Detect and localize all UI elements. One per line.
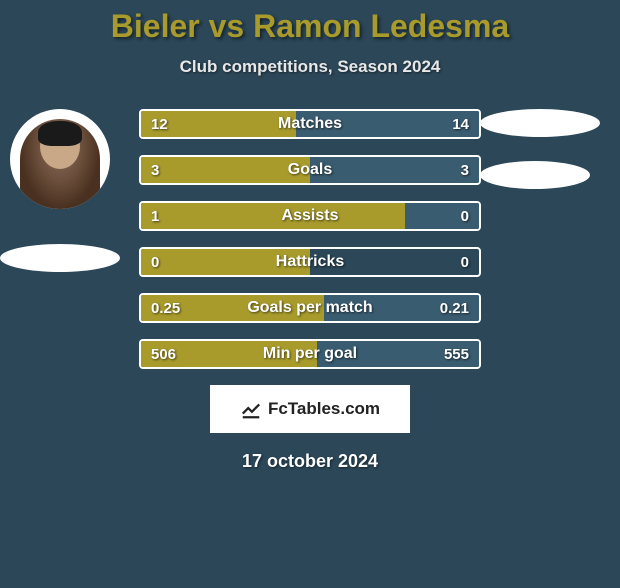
player-right xyxy=(480,109,600,189)
value-left: 506 xyxy=(151,346,176,363)
stat-row: 3 3 Goals xyxy=(139,155,481,185)
stat-row: 12 14 Matches xyxy=(139,109,481,139)
value-left: 1 xyxy=(151,208,159,225)
stat-row: 0.25 0.21 Goals per match xyxy=(139,293,481,323)
value-left: 0.25 xyxy=(151,300,180,317)
avatar-placeholder-icon xyxy=(20,119,100,209)
stat-label: Goals per match xyxy=(247,299,372,317)
value-left: 0 xyxy=(151,254,159,271)
stat-row: 1 0 Assists xyxy=(139,201,481,231)
stat-label: Matches xyxy=(278,115,342,133)
bar-right xyxy=(310,157,479,183)
footer-brand: FcTables.com xyxy=(268,399,380,419)
page-title: Bieler vs Ramon Ledesma xyxy=(10,8,610,45)
player-left xyxy=(10,109,120,257)
stat-label: Assists xyxy=(282,207,339,225)
bar-left xyxy=(141,203,405,229)
name-badge-right-1 xyxy=(480,109,600,137)
stat-row: 506 555 Min per goal xyxy=(139,339,481,369)
name-badge-left xyxy=(0,244,120,272)
stat-row: 0 0 Hattricks xyxy=(139,247,481,277)
value-left: 12 xyxy=(151,116,168,133)
stats-list: 12 14 Matches 3 3 Goals 1 0 Assists 0 0 Hattricks 0.… xyxy=(139,109,481,369)
chart-icon xyxy=(240,398,262,420)
stat-label: Goals xyxy=(288,161,332,179)
value-right: 0.21 xyxy=(440,300,469,317)
value-right: 0 xyxy=(461,254,469,271)
comparison-area: 12 14 Matches 3 3 Goals 1 0 Assists 0 0 Hattricks 0.… xyxy=(10,109,610,369)
stat-label: Min per goal xyxy=(263,345,357,363)
avatar-left xyxy=(10,109,110,209)
subtitle: Club competitions, Season 2024 xyxy=(10,57,610,77)
bar-left xyxy=(141,157,310,183)
value-right: 3 xyxy=(461,162,469,179)
name-badge-right-2 xyxy=(480,161,590,189)
value-right: 0 xyxy=(461,208,469,225)
value-right: 555 xyxy=(444,346,469,363)
footer-badge: FcTables.com xyxy=(210,385,410,433)
value-left: 3 xyxy=(151,162,159,179)
value-right: 14 xyxy=(452,116,469,133)
date-label: 17 october 2024 xyxy=(10,451,610,472)
stat-label: Hattricks xyxy=(276,253,344,271)
